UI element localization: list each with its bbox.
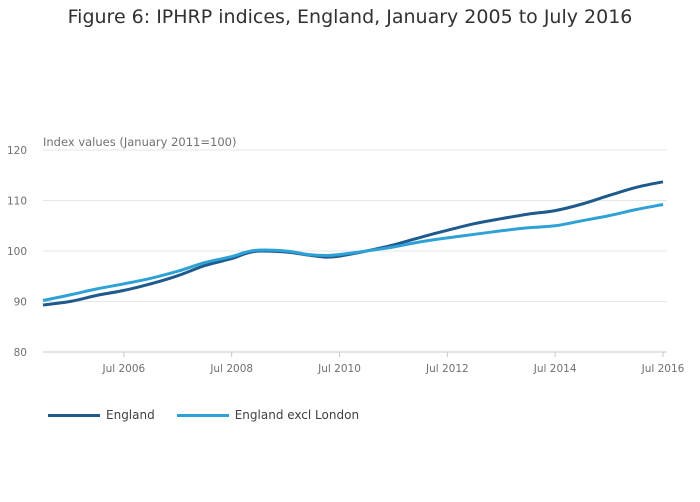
legend-swatch bbox=[48, 413, 100, 417]
y-tick-label: 110 bbox=[7, 196, 27, 208]
y-tick-label: 100 bbox=[7, 246, 27, 258]
x-tick-label: Jul 2016 bbox=[641, 363, 685, 375]
legend-label: England bbox=[106, 408, 155, 422]
y-tick-label: 80 bbox=[14, 347, 27, 359]
legend-label: England excl London bbox=[234, 408, 360, 422]
x-tick-label: Jul 2008 bbox=[209, 363, 253, 375]
series-line-england-excl-london bbox=[42, 203, 664, 302]
x-tick-label: Jul 2012 bbox=[425, 363, 469, 375]
legend-swatch bbox=[176, 413, 229, 417]
x-tick-label: Jul 2010 bbox=[317, 363, 361, 375]
series-line-england bbox=[42, 180, 664, 307]
x-tick-label: Jul 2014 bbox=[533, 363, 577, 375]
chart-legend: England England excl London bbox=[48, 408, 359, 422]
y-axis-label: Index values (January 2011=100) bbox=[43, 135, 236, 149]
y-tick-label: 90 bbox=[14, 297, 27, 309]
legend-item[interactable]: England bbox=[48, 408, 155, 422]
y-tick-label: 120 bbox=[7, 145, 27, 157]
chart-title: Figure 6: IPHRP indices, England, Januar… bbox=[67, 6, 633, 28]
chart-plot: 80 90 100 110 120 Index values (January 2011=… bbox=[7, 135, 685, 375]
x-tick-label: Jul 2006 bbox=[102, 363, 146, 375]
legend-item[interactable]: England excl London bbox=[176, 408, 360, 422]
